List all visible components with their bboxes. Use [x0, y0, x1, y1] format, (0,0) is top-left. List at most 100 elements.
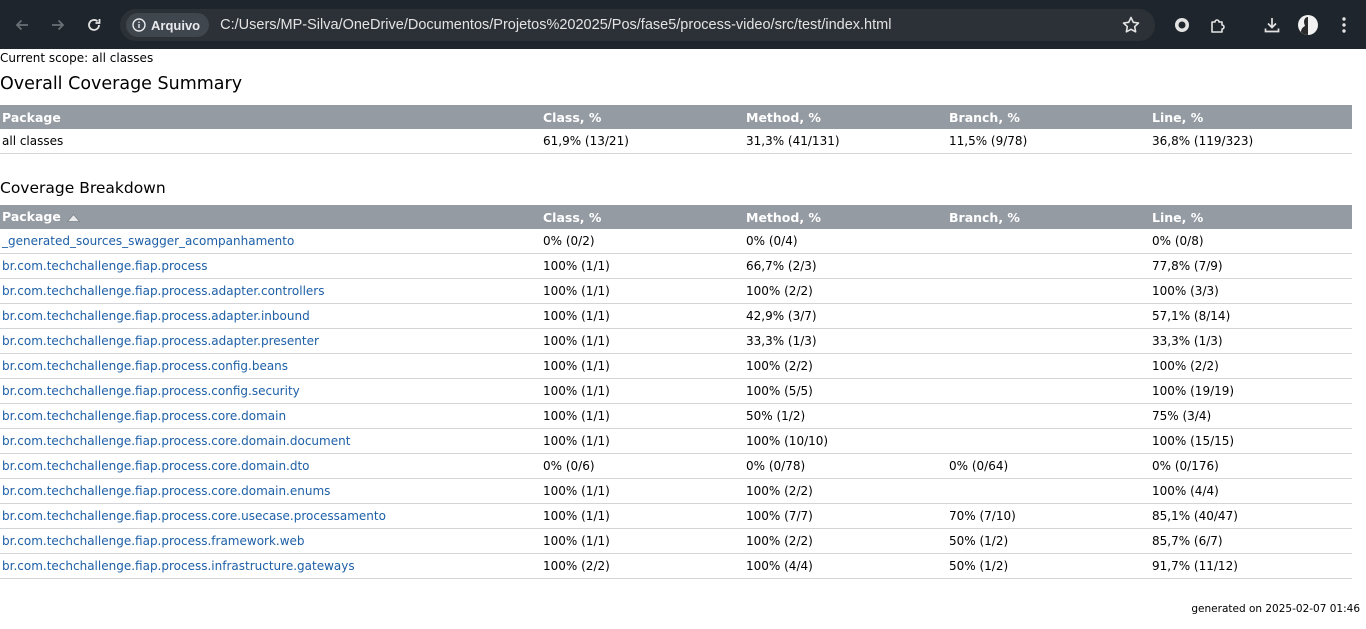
- breakdown-table: Package Class, % Method, % Branch, % Lin…: [0, 205, 1352, 579]
- package-link[interactable]: br.com.techchallenge.fiap.process.core.d…: [0, 403, 541, 429]
- package-link[interactable]: br.com.techchallenge.fiap.process.config…: [0, 378, 541, 404]
- package-link[interactable]: br.com.techchallenge.fiap.process.adapte…: [0, 303, 541, 329]
- line-coverage: 0% (0/8): [1150, 229, 1352, 254]
- class-coverage: 0% (0/2): [541, 229, 744, 254]
- package-link[interactable]: br.com.techchallenge.fiap.process.config…: [0, 353, 541, 379]
- summary-branch: 11,5% (9/78): [947, 129, 1150, 154]
- method-coverage: 33,3% (1/3): [744, 328, 947, 354]
- url-text[interactable]: C:/Users/MP-Silva/OneDrive/Documentos/Pr…: [220, 17, 892, 33]
- method-coverage: 100% (5/5): [744, 378, 947, 404]
- line-coverage: 77,8% (7/9): [1150, 253, 1352, 279]
- class-coverage: 100% (1/1): [541, 528, 744, 554]
- avatar-icon: [1298, 15, 1318, 35]
- package-link[interactable]: br.com.techchallenge.fiap.process.core.d…: [0, 453, 541, 479]
- branch-coverage: [947, 428, 1150, 454]
- arrow-left-icon: [15, 19, 28, 31]
- line-coverage: 33,3% (1/3): [1150, 328, 1352, 354]
- method-coverage: 66,7% (2/3): [744, 253, 947, 279]
- summary-line: 36,8% (119/323): [1150, 129, 1352, 154]
- profile-extension-button[interactable]: [1169, 12, 1195, 38]
- package-link[interactable]: _generated_sources_swagger_acompanhament…: [0, 229, 541, 254]
- line-coverage: 57,1% (8/14): [1150, 303, 1352, 329]
- branch-coverage: [947, 278, 1150, 304]
- method-coverage: 100% (4/4): [744, 553, 947, 579]
- branch-coverage: 50% (1/2): [947, 553, 1150, 579]
- arrow-right-icon: [52, 19, 65, 31]
- extensions-button[interactable]: [1205, 12, 1231, 38]
- table-row: _generated_sources_swagger_acompanhament…: [0, 229, 1352, 254]
- package-link[interactable]: br.com.techchallenge.fiap.process.core.d…: [0, 478, 541, 504]
- class-coverage: 100% (1/1): [541, 303, 744, 329]
- forward-button[interactable]: [44, 11, 72, 39]
- site-info-chip[interactable]: Arquivo: [126, 13, 210, 37]
- line-coverage: 100% (2/2): [1150, 353, 1352, 379]
- table-row: br.com.techchallenge.fiap.process.core.d…: [0, 453, 1352, 479]
- profile-avatar-button[interactable]: [1295, 12, 1321, 38]
- table-row: br.com.techchallenge.fiap.process.core.d…: [0, 478, 1352, 504]
- method-coverage: 100% (2/2): [744, 353, 947, 379]
- kebab-menu-icon: [1342, 17, 1346, 33]
- package-link[interactable]: br.com.techchallenge.fiap.process: [0, 253, 541, 279]
- package-link[interactable]: br.com.techchallenge.fiap.process.core.d…: [0, 428, 541, 454]
- class-coverage: 100% (1/1): [541, 403, 744, 429]
- downloads-button[interactable]: [1259, 12, 1285, 38]
- branch-coverage: [947, 378, 1150, 404]
- branch-coverage: [947, 328, 1150, 354]
- reload-button[interactable]: [80, 11, 108, 39]
- method-coverage: 100% (2/2): [744, 478, 947, 504]
- package-link[interactable]: br.com.techchallenge.fiap.process.adapte…: [0, 278, 541, 304]
- sort-by-method[interactable]: Method, %: [744, 205, 947, 229]
- class-coverage: 100% (1/1): [541, 503, 744, 529]
- back-button[interactable]: [8, 11, 36, 39]
- line-coverage: 100% (15/15): [1150, 428, 1352, 454]
- security-label: Arquivo: [151, 17, 201, 33]
- line-coverage: 100% (3/3): [1150, 278, 1352, 304]
- method-coverage: 0% (0/4): [744, 229, 947, 254]
- method-coverage: 0% (0/78): [744, 453, 947, 479]
- header-class: Class, %: [541, 105, 744, 129]
- sort-by-class[interactable]: Class, %: [541, 205, 744, 229]
- header-line: Line, %: [1150, 105, 1352, 129]
- package-link[interactable]: br.com.techchallenge.fiap.process.adapte…: [0, 328, 541, 354]
- table-row: br.com.techchallenge.fiap.process.config…: [0, 378, 1352, 404]
- info-icon: [132, 18, 146, 32]
- summary-title: Overall Coverage Summary: [0, 74, 243, 94]
- line-coverage: 100% (19/19): [1150, 378, 1352, 404]
- line-coverage: 100% (4/4): [1150, 478, 1352, 504]
- table-row: br.com.techchallenge.fiap.process.adapte…: [0, 328, 1352, 354]
- branch-coverage: [947, 403, 1150, 429]
- class-coverage: 100% (1/1): [541, 278, 744, 304]
- class-coverage: 100% (1/1): [541, 253, 744, 279]
- table-row: br.com.techchallenge.fiap.process.adapte…: [0, 303, 1352, 329]
- package-link[interactable]: br.com.techchallenge.fiap.process.infras…: [0, 553, 541, 579]
- generated-timestamp: generated on 2025-02-07 01:46: [1191, 603, 1360, 615]
- class-coverage: 100% (1/1): [541, 428, 744, 454]
- table-row: br.com.techchallenge.fiap.process.core.d…: [0, 428, 1352, 454]
- method-coverage: 50% (1/2): [744, 403, 947, 429]
- star-icon: [1122, 16, 1140, 33]
- class-coverage: 100% (1/1): [541, 353, 744, 379]
- sort-by-branch[interactable]: Branch, %: [947, 205, 1150, 229]
- breakdown-header-row: Package Class, % Method, % Branch, % Lin…: [0, 205, 1352, 229]
- class-coverage: 100% (2/2): [541, 553, 744, 579]
- sort-by-line[interactable]: Line, %: [1150, 205, 1352, 229]
- bookmark-star-button[interactable]: [1121, 15, 1141, 39]
- package-link[interactable]: br.com.techchallenge.fiap.process.core.u…: [0, 503, 541, 529]
- reload-icon: [88, 19, 101, 31]
- class-coverage: 0% (0/6): [541, 453, 744, 479]
- puzzle-icon: [1211, 19, 1225, 33]
- header-package: Package: [0, 105, 541, 129]
- sort-by-package[interactable]: Package: [0, 205, 541, 229]
- line-coverage: 85,1% (40/47): [1150, 503, 1352, 529]
- table-row: br.com.techchallenge.fiap.process.config…: [0, 353, 1352, 379]
- header-method: Method, %: [744, 105, 947, 129]
- menu-button[interactable]: [1331, 12, 1357, 38]
- table-row: br.com.techchallenge.fiap.process.adapte…: [0, 278, 1352, 304]
- package-link[interactable]: br.com.techchallenge.fiap.process.framew…: [0, 528, 541, 554]
- branch-coverage: 0% (0/64): [947, 453, 1150, 479]
- breakdown-rows: _generated_sources_swagger_acompanhament…: [0, 229, 1352, 579]
- summary-header-row: Package Class, % Method, % Branch, % Lin…: [0, 105, 1352, 129]
- method-coverage: 100% (2/2): [744, 528, 947, 554]
- address-bar[interactable]: Arquivo C:/Users/MP-Silva/OneDrive/Docum…: [120, 9, 1155, 41]
- method-coverage: 42,9% (3/7): [744, 303, 947, 329]
